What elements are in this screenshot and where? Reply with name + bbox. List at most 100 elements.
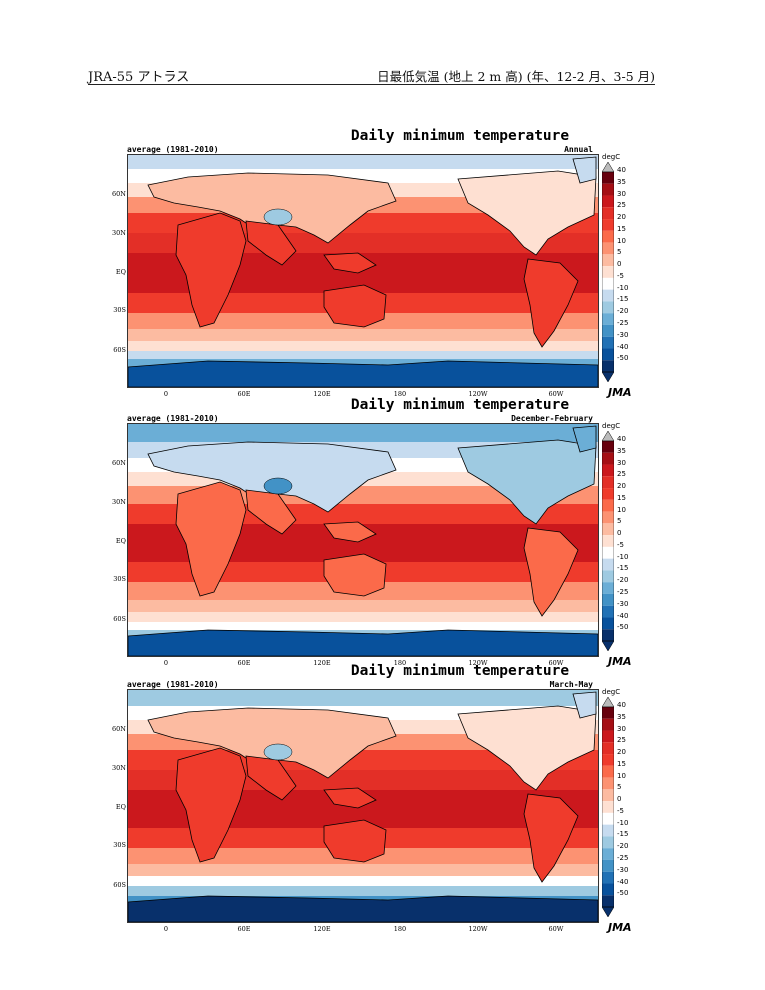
panel-season: March-May: [549, 680, 593, 689]
colorbar-tick-label: 25: [617, 201, 626, 210]
colorbar-unit: degC: [602, 688, 621, 696]
colorbar-segment: [602, 360, 614, 372]
temperature-map: [127, 423, 599, 657]
page-header-right: 日最低気温 (地上 2 m 高) (年、12-2 月、3-5 月): [377, 69, 655, 84]
colorbar-tick-label: -20: [617, 842, 629, 851]
map-panel: Daily minimum temperature average (1981-2…: [100, 663, 660, 934]
colorbar-tick-label: -40: [617, 342, 629, 351]
lon-label: 60E: [237, 659, 251, 667]
lat-label: EQ: [115, 537, 126, 545]
colorbar-segment: [602, 499, 614, 512]
colorbar-top-triangle: [602, 431, 614, 442]
colorbar-segment: [602, 254, 614, 267]
colorbar-tick-label: 30: [617, 724, 626, 733]
colorbar-segment: [602, 230, 614, 243]
lon-label: 120W: [468, 925, 488, 933]
colorbar-tick-label: -25: [617, 853, 629, 862]
colorbar-segment: [602, 313, 614, 325]
colorbar-tick-label: 25: [617, 470, 626, 479]
colorbar-tick-label: 40: [617, 166, 626, 174]
lon-label: 120E: [313, 390, 331, 398]
lat-label: 30S: [113, 841, 126, 849]
colorbar-segment: [602, 277, 614, 290]
land-mass: [323, 252, 377, 274]
colorbar-segment: [602, 172, 614, 184]
land-mass: [175, 481, 247, 597]
colorbar-segment: [602, 488, 614, 500]
colorbar-tick-label: -10: [617, 818, 629, 827]
panel-season: Annual: [564, 145, 593, 154]
lon-label: 120E: [313, 925, 331, 933]
colorbar-segment: [602, 511, 614, 524]
colorbar-tick-label: 0: [617, 529, 622, 538]
colorbar-top-triangle: [602, 697, 614, 708]
colorbar-segment: [602, 742, 614, 755]
colorbar-tick-label: -30: [617, 330, 629, 339]
colorbar-tick-label: 15: [617, 224, 626, 233]
land-mass: [523, 793, 579, 883]
colorbar-tick-label: -15: [617, 564, 629, 573]
colorbar-segment: [602, 464, 614, 477]
colorbar-segment: [602, 207, 614, 220]
colorbar-segment: [602, 523, 614, 536]
jma-logo: JMA: [608, 655, 632, 668]
colorbar-tick-label: -10: [617, 283, 629, 292]
colorbar-tick-label: -25: [617, 587, 629, 596]
panel-season: December-February: [511, 414, 593, 423]
colorbar-tick-label: 30: [617, 189, 626, 198]
lat-label: 30S: [113, 575, 126, 583]
colorbar-segment: [602, 476, 614, 489]
colorbar-segment: [602, 324, 614, 337]
colorbar-tick-label: -30: [617, 865, 629, 874]
lon-label: 120W: [468, 659, 488, 667]
colorbar-tick-label: 40: [617, 701, 626, 709]
lat-label: 60S: [113, 346, 126, 354]
colorbar-segment: [602, 242, 614, 255]
colorbar-tick-label: -50: [617, 889, 629, 898]
colorbar-segment: [602, 824, 614, 837]
land-mass: [323, 553, 387, 597]
lat-label: 60S: [113, 615, 126, 623]
colorbar: [602, 697, 614, 917]
colorbar-tick-label: -25: [617, 318, 629, 327]
lat-label: 60N: [112, 459, 126, 467]
land-mass: [147, 441, 397, 513]
colorbar-tick-label: 35: [617, 712, 626, 721]
lat-label: 30S: [113, 306, 126, 314]
colorbar-segment: [602, 871, 614, 884]
colorbar-tick-label: 35: [617, 446, 626, 455]
page-header-left: JRA-55 アトラス: [88, 70, 190, 85]
lon-label: 180: [393, 659, 407, 667]
land-mass: [523, 527, 579, 617]
colorbar-tick-label: 5: [617, 783, 622, 792]
colorbar-segment: [602, 266, 614, 278]
lon-label: 120W: [468, 390, 488, 398]
land-mass: [323, 284, 387, 328]
panel-subtitle: average (1981-2010): [127, 680, 219, 689]
colorbar-tick-label: 20: [617, 482, 626, 491]
land-mass: [323, 521, 377, 543]
lat-label: EQ: [115, 268, 126, 276]
lon-label: 60W: [548, 925, 564, 933]
lon-label: 60W: [548, 390, 564, 398]
colorbar-segment: [602, 895, 614, 907]
map-panel: Daily minimum temperature average (1981-2…: [100, 397, 660, 668]
colorbar-tick-label: 20: [617, 213, 626, 222]
colorbar-segment: [602, 570, 614, 583]
colorbar-tick-label: 40: [617, 435, 626, 443]
colorbar-segment: [602, 859, 614, 872]
jma-logo: JMA: [608, 386, 632, 399]
map-panel: Daily minimum temperature average (1981-2…: [100, 128, 660, 399]
colorbar-tick-label: -15: [617, 295, 629, 304]
header-rule: [88, 84, 655, 85]
land-mass: [128, 629, 598, 656]
land-mass: [323, 787, 377, 809]
colorbar-segment: [602, 883, 614, 896]
colorbar-segment: [602, 289, 614, 302]
lon-label: 180: [393, 925, 407, 933]
lon-label: 0: [163, 659, 169, 667]
colorbar-segment: [602, 801, 614, 813]
colorbar-tick-label: -50: [617, 354, 629, 363]
colorbar-tick-label: 35: [617, 177, 626, 186]
lon-label: 60E: [237, 390, 251, 398]
